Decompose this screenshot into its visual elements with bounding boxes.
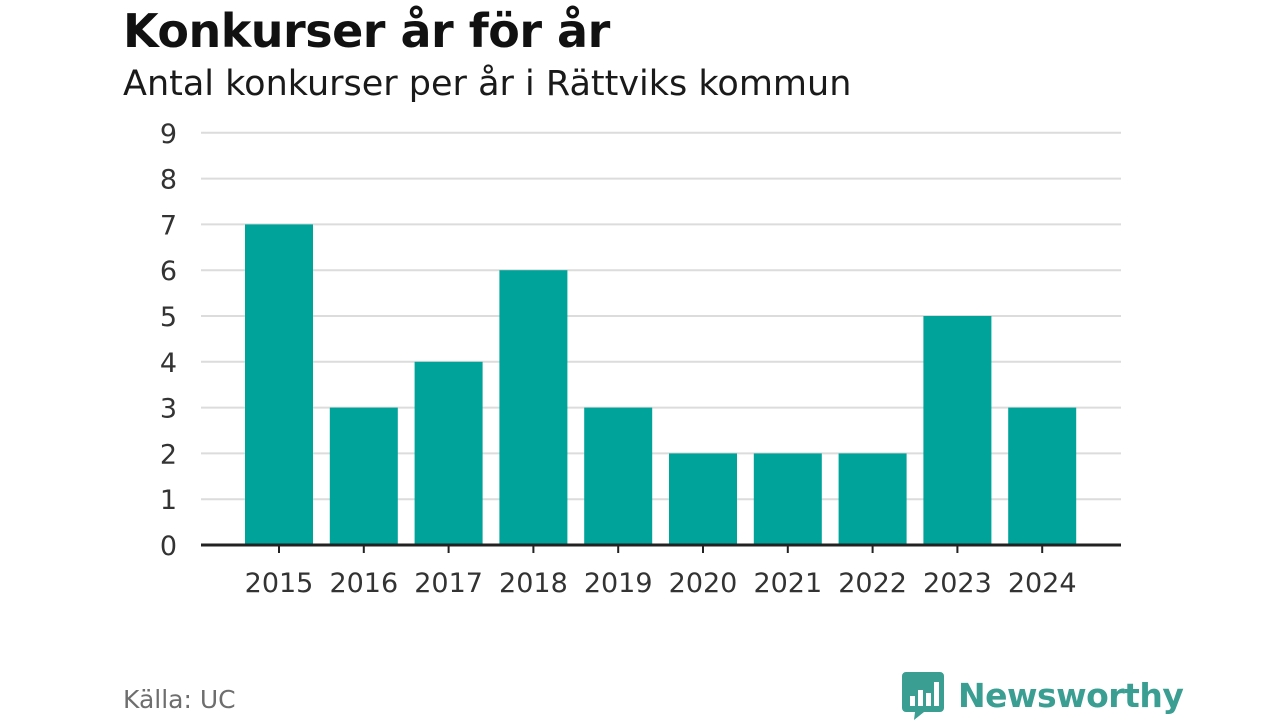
y-tick-label: 9 — [160, 119, 177, 150]
x-tick-label: 2016 — [329, 568, 398, 599]
bar-2023 — [923, 316, 992, 545]
source-note: Källa: UC — [123, 685, 236, 714]
bar-2018 — [499, 270, 568, 545]
x-tick-label: 2023 — [923, 568, 992, 599]
x-tick-label: 2024 — [1008, 568, 1077, 599]
y-tick-label: 2 — [160, 439, 177, 470]
y-tick-label: 3 — [160, 394, 177, 425]
chart-title: Konkurser år för år — [123, 4, 610, 58]
y-tick-label: 7 — [160, 210, 177, 241]
bars — [245, 224, 1077, 545]
brand-logo: Newsworthy — [902, 670, 1184, 720]
bar-chart-speech-bubble-icon — [902, 672, 944, 720]
x-axis-ticks: 2015 2016 2017 2018 2019 2020 2021 2022 2023 2024 — [245, 545, 1077, 599]
bar-2019 — [584, 407, 653, 545]
x-tick-label: 2019 — [584, 568, 653, 599]
bar-2024 — [1008, 407, 1077, 545]
bar-2016 — [329, 407, 398, 545]
y-tick-label: 0 — [160, 531, 177, 562]
bar-2015 — [245, 224, 313, 545]
y-tick-label: 8 — [160, 165, 177, 196]
x-tick-label: 2017 — [414, 568, 483, 599]
bar-2017 — [414, 361, 483, 545]
y-axis-ticks: 0 1 2 3 4 5 6 7 8 9 — [160, 119, 177, 562]
x-tick-label: 2015 — [245, 568, 314, 599]
brand-name: Newsworthy — [958, 675, 1184, 715]
x-tick-label: 2021 — [753, 568, 822, 599]
y-tick-label: 1 — [160, 485, 177, 516]
bar-2021 — [753, 453, 822, 545]
x-tick-label: 2020 — [669, 568, 738, 599]
y-tick-label: 5 — [160, 302, 177, 333]
x-tick-label: 2018 — [499, 568, 568, 599]
y-tick-label: 6 — [160, 256, 177, 287]
bar-2022 — [838, 453, 907, 545]
chart-subtitle: Antal konkurser per år i Rättviks kommun — [123, 64, 852, 104]
bar-2020 — [669, 453, 737, 545]
y-tick-label: 4 — [160, 348, 177, 379]
x-tick-label: 2022 — [838, 568, 907, 599]
